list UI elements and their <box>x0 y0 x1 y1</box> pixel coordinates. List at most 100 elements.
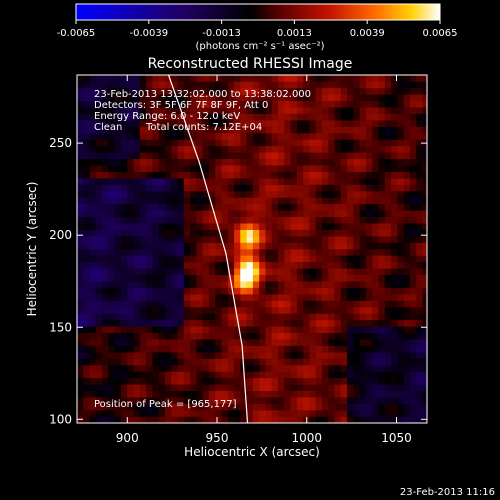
heatmap-pixel <box>397 261 404 269</box>
heatmap-pixel <box>227 339 235 346</box>
heatmap-pixel <box>202 365 210 372</box>
heatmap-pixel <box>227 371 235 379</box>
heatmap-pixel <box>422 152 427 159</box>
heatmap-pixel <box>133 223 141 230</box>
heatmap-pixel <box>334 326 342 333</box>
heatmap-pixel <box>353 384 360 391</box>
heatmap-pixel <box>234 261 241 269</box>
heatmap-pixel <box>328 332 335 340</box>
heatmap-pixel <box>422 113 427 121</box>
heatmap-pixel <box>409 107 417 114</box>
heatmap-pixel <box>322 139 329 147</box>
heatmap-pixel <box>290 403 298 411</box>
heatmap-pixel <box>328 81 335 89</box>
heatmap-pixel <box>77 94 84 101</box>
heatmap-pixel <box>422 358 427 366</box>
heatmap-pixel <box>177 81 185 89</box>
heatmap-pixel <box>234 184 241 192</box>
heatmap-pixel <box>127 191 134 198</box>
heatmap-pixel <box>384 249 392 256</box>
heatmap-pixel <box>309 197 316 205</box>
heatmap-pixel <box>202 339 210 346</box>
heatmap-pixel <box>315 255 323 263</box>
heatmap-pixel <box>384 365 392 372</box>
heatmap-pixel <box>416 403 423 411</box>
heatmap-pixel <box>409 268 417 275</box>
heatmap-pixel <box>246 216 254 224</box>
heatmap-pixel <box>265 94 273 101</box>
heatmap-pixel <box>252 384 260 391</box>
heatmap-pixel <box>246 145 254 153</box>
heatmap-pixel <box>240 191 247 198</box>
heatmap-pixel <box>384 416 392 423</box>
heatmap-pixel <box>252 242 260 250</box>
heatmap-pixel <box>340 332 348 340</box>
heatmap-pixel <box>322 377 329 385</box>
heatmap-pixel <box>378 268 386 275</box>
heatmap-pixel <box>221 113 229 121</box>
heatmap-pixel <box>89 358 97 366</box>
heatmap-pixel <box>252 184 260 192</box>
colorbar-tick-label: -0.0065 <box>57 28 96 39</box>
heatmap-pixel <box>252 94 260 101</box>
heatmap-pixel <box>265 210 273 217</box>
heatmap-pixel <box>202 107 210 114</box>
heatmap-pixel <box>164 261 172 269</box>
heatmap-pixel <box>202 94 210 101</box>
heatmap-pixel <box>309 229 316 237</box>
heatmap-pixel <box>397 294 404 301</box>
heatmap-pixel <box>334 242 342 250</box>
heatmap-pixel <box>384 107 392 114</box>
heatmap-pixel <box>372 203 379 211</box>
heatmap-pixel <box>89 165 97 172</box>
heatmap-pixel <box>177 390 185 398</box>
heatmap-pixel <box>315 145 323 153</box>
heatmap-pixel <box>296 397 304 404</box>
heatmap-pixel <box>296 191 304 198</box>
heatmap-pixel <box>271 171 279 179</box>
heatmap-pixel <box>347 126 354 134</box>
heatmap-pixel <box>208 339 216 346</box>
heatmap-pixel <box>83 307 90 314</box>
heatmap-pixel <box>108 145 115 153</box>
annotation-total-counts: Total counts: 7.12E+04 <box>145 122 262 133</box>
heatmap-pixel <box>158 416 166 423</box>
heatmap-pixel <box>347 113 354 121</box>
heatmap-pixel <box>265 326 273 333</box>
heatmap-pixel <box>127 307 134 314</box>
heatmap-pixel <box>183 229 191 237</box>
heatmap-pixel <box>340 152 348 159</box>
heatmap-pixel <box>378 261 386 269</box>
heatmap-pixel <box>95 100 103 108</box>
heatmap-pixel <box>227 191 235 198</box>
heatmap-pixel <box>252 158 260 166</box>
heatmap-pixel <box>95 133 103 140</box>
heatmap-pixel <box>77 313 84 321</box>
heatmap-pixel <box>102 416 109 423</box>
heatmap-pixel <box>146 313 153 321</box>
heatmap-pixel <box>322 236 329 243</box>
heatmap-pixel <box>271 358 279 366</box>
heatmap-pixel <box>108 410 115 417</box>
heatmap-pixel <box>366 261 373 269</box>
heatmap-pixel <box>246 403 254 411</box>
heatmap-pixel <box>234 158 241 166</box>
heatmap-pixel <box>334 223 342 230</box>
heatmap-pixel <box>121 274 128 282</box>
heatmap-pixel <box>177 171 185 179</box>
heatmap-pixel <box>278 300 285 308</box>
heatmap-pixel <box>391 126 398 134</box>
heatmap-pixel <box>158 210 166 217</box>
heatmap-pixel <box>102 339 109 346</box>
heatmap-pixel <box>384 339 392 346</box>
heatmap-pixel <box>108 113 115 121</box>
heatmap-pixel <box>89 94 97 101</box>
heatmap-pixel <box>177 210 185 217</box>
heatmap-pixel <box>190 287 197 295</box>
heatmap-pixel <box>240 107 247 114</box>
heatmap-pixel <box>265 416 273 423</box>
heatmap-pixel <box>416 274 423 282</box>
heatmap-pixel <box>183 403 191 411</box>
heatmap-pixel <box>121 75 128 82</box>
